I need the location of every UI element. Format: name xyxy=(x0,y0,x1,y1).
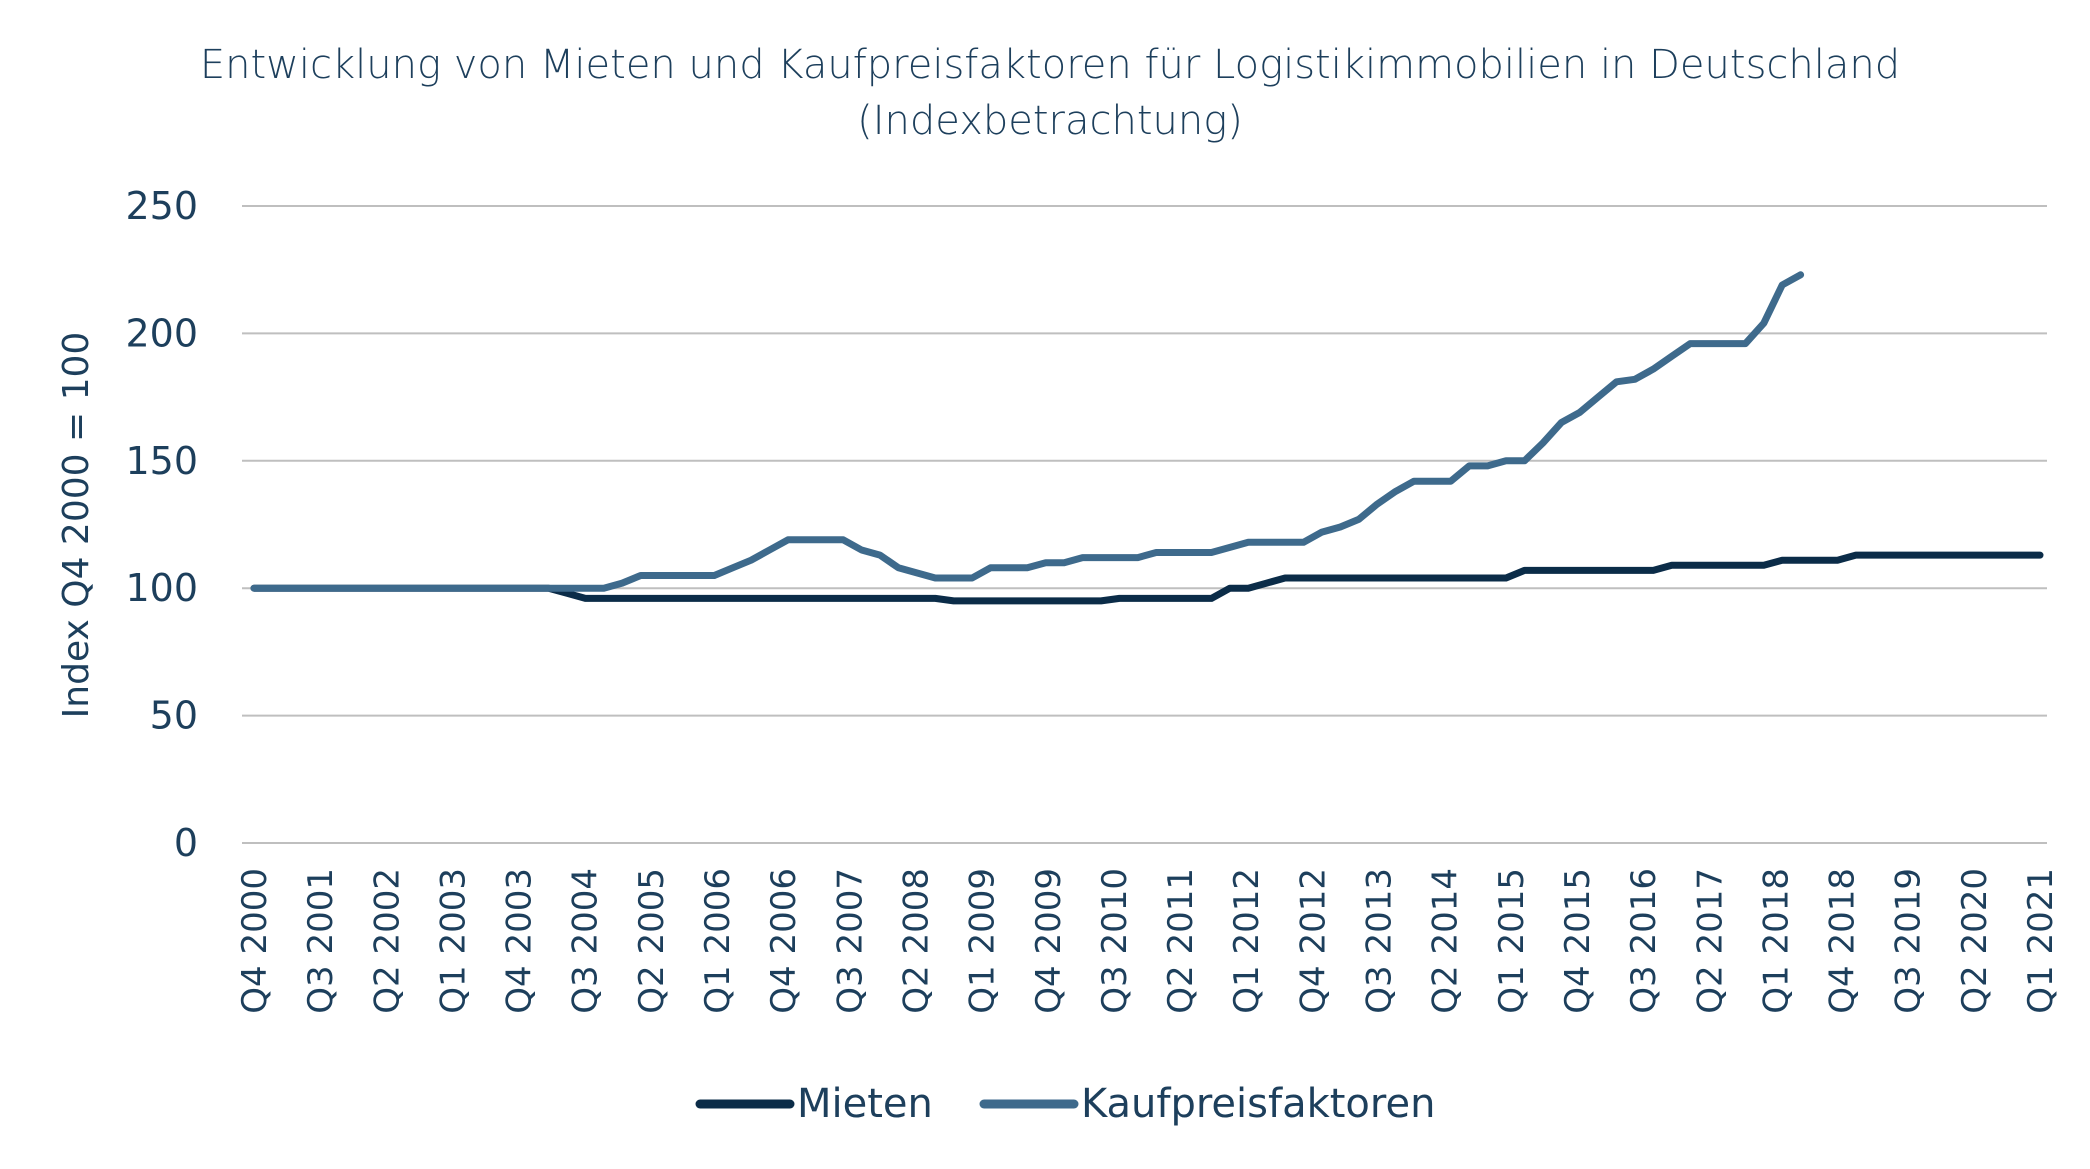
x-axis-ticks: Q4 2000 Q3 2001 Q2 2002 Q1 2003 Q4 2003 Q3 20… xyxy=(235,868,2061,1014)
x-tick-label: Q3 2013 xyxy=(1360,868,1400,1014)
y-axis-label: Index Q4 2000 = 100 xyxy=(56,332,97,719)
x-tick-label: Q4 2006 xyxy=(764,868,804,1014)
x-tick-label: Q2 2017 xyxy=(1690,868,1730,1014)
y-tick-label: 150 xyxy=(125,439,198,483)
x-tick-label: Q2 2014 xyxy=(1426,868,1466,1014)
chart-title: Entwicklung von Mieten und Kaufpreisfakt… xyxy=(200,42,1900,88)
x-tick-label: Q3 2016 xyxy=(1624,868,1664,1014)
y-tick-label: 250 xyxy=(125,184,198,228)
x-tick-label: Q4 2018 xyxy=(1823,868,1863,1014)
x-tick-label: Q3 2019 xyxy=(1889,868,1929,1014)
legend-label: Mieten xyxy=(797,1081,933,1127)
series-line-kaufpreisfaktoren xyxy=(250,271,1805,592)
x-tick-label: Q1 2015 xyxy=(1492,868,1532,1014)
x-tick-label: Q1 2012 xyxy=(1227,868,1267,1014)
legend-label: Kaufpreisfaktoren xyxy=(1081,1081,1435,1127)
x-tick-label: Q3 2004 xyxy=(566,868,606,1014)
x-tick-label: Q1 2021 xyxy=(2021,868,2061,1014)
x-tick-label: Q1 2006 xyxy=(698,868,738,1014)
chart-subtitle: (Indexbetrachtung) xyxy=(857,98,1243,144)
y-tick-label: 0 xyxy=(174,821,198,865)
x-tick-label: Q4 2000 xyxy=(235,868,275,1014)
y-tick-label: 200 xyxy=(125,311,198,355)
x-tick-label: Q4 2003 xyxy=(500,868,540,1014)
x-tick-label: Q2 2008 xyxy=(896,868,936,1014)
x-tick-label: Q4 2009 xyxy=(1029,868,1069,1014)
x-tick-label: Q3 2010 xyxy=(1095,868,1135,1014)
x-tick-label: Q3 2001 xyxy=(301,868,341,1014)
y-tick-label: 100 xyxy=(125,566,198,610)
x-tick-label: Q2 2005 xyxy=(632,868,672,1014)
x-tick-label: Q1 2018 xyxy=(1756,868,1796,1014)
x-tick-label: Q4 2012 xyxy=(1293,868,1333,1014)
y-tick-label: 50 xyxy=(150,694,198,738)
x-tick-label: Q2 2002 xyxy=(367,868,407,1014)
x-tick-label: Q2 2011 xyxy=(1161,868,1201,1014)
x-tick-label: Q1 2009 xyxy=(963,868,1003,1014)
y-axis-ticks: 0 50 100 150 200 250 xyxy=(125,184,198,865)
series-lines xyxy=(250,271,2044,605)
x-tick-label: Q2 2020 xyxy=(1955,868,1995,1014)
x-tick-label: Q3 2007 xyxy=(830,868,870,1014)
x-tick-label: Q4 2015 xyxy=(1558,868,1598,1014)
series-line-mieten xyxy=(250,551,2044,605)
x-tick-label: Q1 2003 xyxy=(433,868,473,1014)
legend: Mieten Kaufpreisfaktoren xyxy=(695,1081,1435,1127)
